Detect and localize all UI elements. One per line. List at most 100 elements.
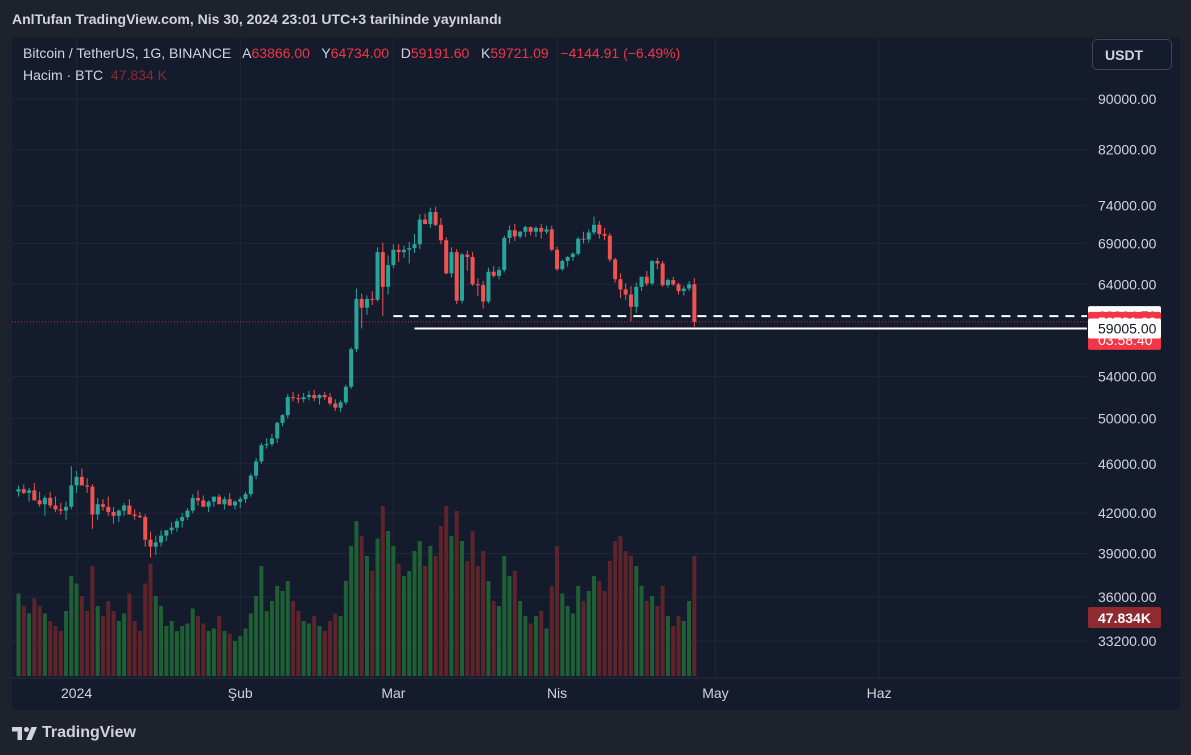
volume-bar [90, 566, 95, 676]
volume-bar [655, 606, 660, 676]
volume-bar [153, 596, 158, 676]
candle-body [597, 224, 602, 235]
candle-body [634, 286, 639, 307]
tradingview-logo-icon [12, 727, 37, 740]
volume-bar [269, 601, 274, 676]
volume-bar [169, 621, 174, 676]
volume-bar [375, 538, 380, 676]
candle-body [317, 395, 322, 399]
candle-body [576, 238, 581, 254]
volume-bar [116, 621, 121, 676]
candle-body [687, 284, 692, 289]
volume-bar [174, 631, 179, 676]
candle-body [42, 497, 47, 505]
volume-legend: Hacim · BTC 47.834 K [23, 67, 167, 83]
volume-bar [486, 581, 491, 676]
candle-body [53, 505, 58, 510]
volume-bar [380, 506, 385, 676]
candle-body [232, 501, 237, 506]
candlestick-chart[interactable]: 90000.00 82000.00 74000.00 69000.00 64000.00… [12, 38, 1180, 710]
volume-bar [449, 536, 454, 676]
volume-bar [238, 636, 243, 676]
candle-body [90, 486, 95, 515]
candle-body [444, 240, 449, 274]
y-tick-label: 74000.00 [1098, 197, 1157, 213]
candle-body [475, 284, 480, 286]
volume-bar [592, 576, 597, 676]
volume-bar [370, 571, 375, 676]
candle-body [623, 289, 628, 295]
volume-bar [586, 591, 591, 676]
symbol-label[interactable]: Bitcoin / TetherUS, 1G, BINANCE [23, 45, 232, 61]
candle-body [438, 224, 443, 241]
candle-body [58, 509, 63, 511]
x-tick-label: Mar [381, 685, 405, 701]
y-tick-label: 42000.00 [1098, 505, 1157, 521]
volume-bar [470, 531, 475, 676]
volume-bar [243, 628, 248, 676]
candle-body [48, 497, 53, 506]
candle-body [423, 219, 428, 225]
candle-body [507, 230, 512, 238]
change-value: −4144.91 (−6.49%) [560, 45, 681, 61]
volume-bar [201, 623, 206, 676]
volume-bar [143, 583, 148, 676]
candle-body [512, 230, 517, 237]
volume-bar [106, 601, 111, 676]
candle-body [164, 530, 169, 536]
candle-body [676, 284, 681, 292]
candle-body [85, 485, 90, 487]
candle-body [259, 445, 264, 462]
volume-bar [423, 566, 428, 676]
candle-body [100, 504, 105, 507]
chart-panel[interactable]: 90000.00 82000.00 74000.00 69000.00 64000.00… [12, 38, 1180, 710]
candle-body [116, 510, 121, 516]
tradingview-logo[interactable]: TradingView [12, 724, 136, 742]
volume-bar [27, 613, 32, 676]
candle-body [628, 294, 633, 307]
volume-bar [196, 616, 201, 676]
x-tick-label: Haz [867, 685, 892, 701]
candle-body [386, 265, 391, 287]
candle-body [454, 252, 459, 301]
currency-button[interactable]: USDT [1092, 39, 1172, 70]
volume-bar [581, 601, 586, 676]
volume-bar [37, 606, 42, 676]
volume-bar [475, 566, 480, 676]
volume-bar [364, 556, 369, 676]
volume-label[interactable]: Hacim · BTC [23, 67, 104, 83]
volume-bar [259, 566, 264, 676]
candle-body [64, 506, 69, 511]
candle-body [491, 271, 496, 276]
volume-badge-text: 47.834K [1098, 610, 1151, 626]
volume-bar [100, 616, 105, 676]
candle-body [153, 542, 158, 547]
volume-bar [428, 546, 433, 676]
candle-body [206, 501, 211, 507]
y-tick-label: 54000.00 [1098, 369, 1157, 385]
candle-body [655, 261, 660, 264]
publish-text: AnlTufan TradingView.com, Nis 30, 2024 2… [12, 11, 502, 27]
candle-body [460, 254, 465, 301]
candle-body [222, 499, 227, 505]
candle-body [681, 288, 686, 292]
publish-bar: AnlTufan TradingView.com, Nis 30, 2024 2… [0, 0, 1191, 38]
volume-bar [560, 593, 565, 676]
candle-body [280, 415, 285, 423]
candle-body [217, 496, 222, 505]
volume-bar [507, 576, 512, 676]
volume-bar [496, 606, 501, 676]
candle-body [322, 395, 327, 398]
volume-bar [343, 581, 348, 676]
volume-bar [618, 536, 623, 676]
volume-bar [681, 621, 686, 676]
candle-body [528, 227, 533, 232]
volume-bar [16, 593, 21, 676]
volume-bar [502, 556, 507, 676]
candle-body [602, 234, 607, 236]
candle-body [312, 395, 317, 399]
volume-bar [285, 581, 290, 676]
volume-bar [607, 561, 612, 676]
candle-body [37, 500, 42, 505]
candle-body [27, 490, 32, 493]
